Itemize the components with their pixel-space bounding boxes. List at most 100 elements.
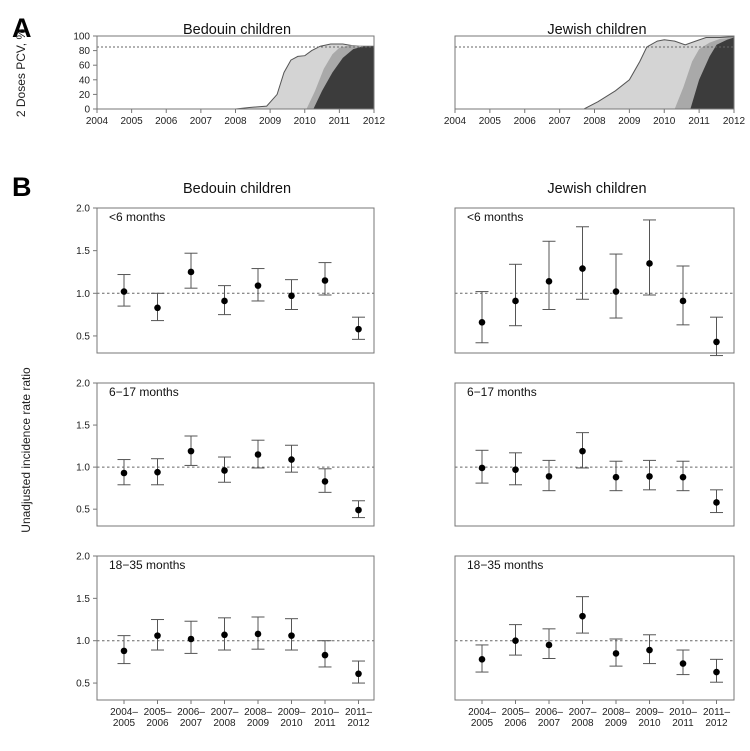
estimate-group [576,226,589,300]
estimate-group [151,292,164,322]
x-tick-label-line1: 2004– [468,707,496,718]
coverage-area-outer [455,36,735,110]
age-group-label: 6−17 months [467,385,537,399]
x-tick-label-line1: 2004– [110,707,138,718]
panel-b-label: B [12,172,32,202]
panel-a-title-jewish: Jewish children [547,22,646,38]
rate-ratio-point [254,451,262,458]
rate-ratio-point [120,469,128,477]
panel-a-plot-bedouin: 0 20 40 60 80 100 2004 2005 2006 2007 2008 2009 2010… [73,32,385,128]
rate-ratio-point [612,650,620,657]
rate-ratio-point [355,325,362,333]
panel-a-ylabel: 2 Doses PCV, % [14,29,28,118]
x-tick-label: 2008 [224,116,247,127]
estimate-group [352,660,365,684]
x-tick-label: 2012 [723,116,746,127]
panel-b-plot-jewish-row-2: 6−17 months [454,382,735,527]
x-tick-label-line2: 2009 [247,718,270,729]
panel-b-plot-bedouin-row-1: <6 months 0.5 1.0 1.5 2.0 [76,204,375,354]
panel-b-ylabel: Unadjusted incidence rate ratio [19,367,33,533]
rate-ratio-point [713,499,720,506]
estimate-group [318,640,332,668]
x-tick-label: 2004 [444,116,467,127]
y-tick-label: 1.0 [76,289,90,300]
plot-frame [96,382,375,527]
x-tick-label: 2005 [479,116,502,127]
x-tick-label-line1: 2008– [244,707,272,718]
estimate-group [643,634,656,665]
estimate-group [352,316,365,340]
x-tick-label: 2007 [549,116,572,127]
rate-ratio-point [646,260,653,267]
estimate-group [643,219,656,296]
estimate-group [184,435,198,466]
y-tick-label: 0.5 [76,679,90,690]
x-tick-label: 2011 [329,116,351,127]
rate-ratio-point [321,651,329,659]
rate-ratio-point [713,338,720,346]
coverage-area-inner [97,46,374,109]
x-tick-label: 2009 [259,116,282,127]
x-tick-label-line2: 2008 [213,718,236,729]
panel-b-title-jewish: Jewish children [547,181,646,197]
rate-ratio-point [679,473,687,481]
x-tick-label: 2012 [363,116,386,127]
estimate-group [509,263,522,327]
estimate-group [251,439,265,469]
x-tick-label-line2: 2012 [347,718,370,729]
panel-a-label: A [12,13,32,43]
estimate-group [475,449,489,484]
y-tick-label: 1.5 [76,421,90,432]
x-tick-label: 2007 [190,116,213,127]
estimate-group [352,500,365,519]
plot-frame [454,207,735,354]
rate-ratio-point [221,467,228,474]
x-tick-label-line2: 2005 [113,718,136,729]
rate-ratio-point [579,447,586,455]
rate-ratio-point [321,478,329,485]
x-tick-label-line2: 2012 [705,718,728,729]
y-tick-label: 1.5 [76,246,90,257]
estimate-group [218,617,231,651]
estimate-group [117,635,131,665]
x-tick-label-line1: 2010– [669,707,697,718]
x-tick-label-line2: 2011 [672,718,694,729]
estimate-group [542,240,556,310]
rate-ratio-point [355,506,362,514]
x-tick-label-line2: 2005 [471,718,494,729]
x-tick-label-line1: 2006– [535,707,563,718]
panel-b-plot-bedouin-row-2: 6−17 months 0.5 1.0 1.5 2.0 [76,379,375,527]
rate-ratio-point [120,647,128,655]
rate-ratio-point [512,297,519,305]
rate-ratio-point [288,456,295,463]
panel-b-plots: <6 months 0.5 1.0 1.5 2.0 <6 months 6−17 month… [76,204,735,729]
x-tick-label-line1: 2011– [345,707,373,718]
rate-ratio-point [120,288,128,295]
y-tick-label: 1.0 [76,463,90,474]
estimate-group [251,616,265,650]
coverage-area-inner [455,37,734,109]
y-tick-label: 0 [84,105,90,116]
estimate-group [609,638,623,667]
rate-ratio-point [187,268,195,276]
estimate-group [676,460,690,492]
estimate-group [218,285,231,316]
rate-ratio-point [512,466,519,473]
estimate-group [710,658,723,683]
rate-ratio-point [646,473,653,480]
estimate-group [151,458,164,486]
y-tick-label: 1.5 [76,594,90,605]
y-tick-label: 60 [79,61,91,72]
panel-b-plot-jewish-row-3: 18−35 months 2004–2005 2005–2006 2006–2007 2… [454,555,735,729]
rate-ratio-point [545,473,553,480]
x-tick-label-line1: 2009– [636,707,664,718]
x-tick-label: 2006 [514,116,537,127]
estimate-group [509,624,522,656]
plot-frame [454,555,735,701]
estimate-group [251,268,265,302]
x-tick-label: 2010 [653,116,676,127]
age-group-label: 6−17 months [109,385,179,399]
y-tick-label: 20 [79,90,91,101]
rate-ratio-point [679,660,687,667]
x-tick-label-line2: 2007 [538,718,561,729]
